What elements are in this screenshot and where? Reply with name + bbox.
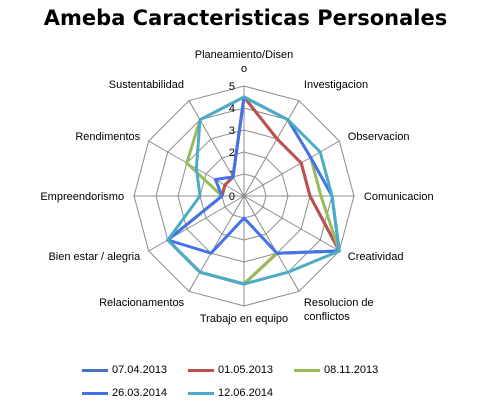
legend-swatch xyxy=(188,368,214,372)
tick-label: 2 xyxy=(229,147,235,159)
tick-label: 0 xyxy=(229,191,235,203)
grid-spoke xyxy=(243,100,300,197)
legend-swatch xyxy=(82,368,108,372)
series-line xyxy=(166,95,341,286)
legend-label: 01.05.2013 xyxy=(218,364,274,376)
category-label: Sustentabilidad xyxy=(109,79,184,91)
category-label: Investigacion xyxy=(304,79,368,91)
category-label: Planeamiento/Disen o xyxy=(195,49,293,75)
tick-label: 3 xyxy=(229,125,235,137)
legend-item: 26.03.2014 xyxy=(82,387,167,399)
category-label: Observacion xyxy=(348,131,410,143)
grid-spoke xyxy=(243,195,300,292)
legend-swatch xyxy=(188,391,214,395)
legend-label: 08.11.2013 xyxy=(324,364,379,376)
category-label: Comunicacion xyxy=(364,191,434,203)
category-label: Rendimentos xyxy=(75,131,140,143)
grid-spoke xyxy=(243,140,340,197)
category-label: Creatividad xyxy=(348,251,404,263)
legend-label: 26.03.2014 xyxy=(112,387,168,399)
legend-swatch xyxy=(82,391,108,395)
tick-label: 5 xyxy=(229,81,235,93)
category-label: Empreendorismo xyxy=(40,191,124,203)
grid-spoke xyxy=(188,100,245,197)
category-label: Relacionamentos xyxy=(99,297,184,309)
legend-item: 12.06.2014 xyxy=(188,387,273,399)
legend-item: 08.11.2013 xyxy=(294,364,378,376)
grid-spoke xyxy=(148,195,245,252)
category-label: Bien estar / alegria xyxy=(48,251,141,263)
category-label: Resolucion de conflictos xyxy=(304,297,374,323)
legend-item: 07.04.2013 xyxy=(82,364,167,376)
grid-spoke xyxy=(188,195,245,292)
grid-spoke xyxy=(243,195,340,252)
chart-title: Ameba Caracteristicas Personales xyxy=(43,6,448,30)
category-label: Trabajo en equipo xyxy=(200,313,288,325)
series-line xyxy=(166,95,341,255)
legend-item: 01.05.2013 xyxy=(188,364,273,376)
legend-label: 07.04.2013 xyxy=(112,364,168,376)
legend-swatch xyxy=(294,368,320,372)
tick-label: 4 xyxy=(229,103,235,115)
legend-label: 12.06.2014 xyxy=(218,387,274,399)
